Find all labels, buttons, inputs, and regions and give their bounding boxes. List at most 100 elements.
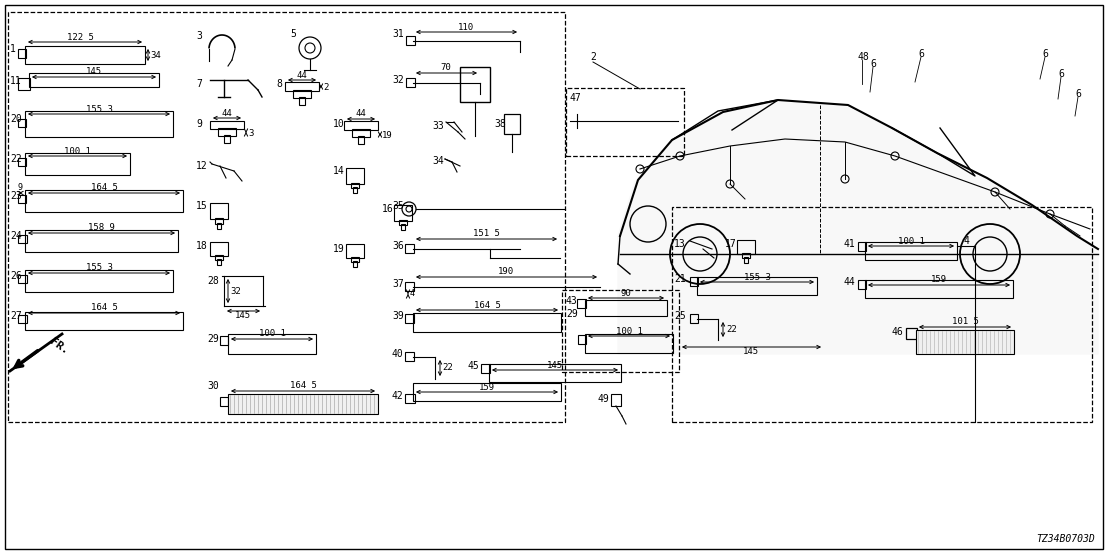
Text: 100 1: 100 1 <box>258 330 286 338</box>
Text: 159: 159 <box>931 275 947 285</box>
Text: 2: 2 <box>589 52 596 62</box>
Bar <box>211 203 228 219</box>
Bar <box>865 242 957 260</box>
Text: 151 5: 151 5 <box>473 229 500 239</box>
Text: 4: 4 <box>963 236 968 246</box>
Text: 100 1: 100 1 <box>63 146 91 156</box>
Bar <box>413 313 561 332</box>
Bar <box>460 67 490 102</box>
Bar <box>353 261 357 267</box>
Text: 48: 48 <box>858 52 870 62</box>
Bar <box>217 259 220 265</box>
Text: 9: 9 <box>196 119 202 129</box>
Text: 13: 13 <box>674 239 686 249</box>
Text: 26: 26 <box>10 271 22 281</box>
Bar <box>504 114 520 134</box>
Bar <box>906 328 917 339</box>
Bar <box>916 330 1014 354</box>
Bar <box>215 255 223 260</box>
Bar <box>401 224 406 230</box>
Bar <box>211 121 244 129</box>
Text: 19: 19 <box>334 244 345 254</box>
Bar <box>25 46 145 64</box>
Bar <box>394 205 412 221</box>
Text: 34: 34 <box>432 156 443 166</box>
Bar <box>293 90 311 98</box>
Bar <box>358 136 365 144</box>
Text: 101 5: 101 5 <box>952 317 978 326</box>
Bar <box>8 12 565 422</box>
Bar <box>299 97 305 105</box>
Bar <box>690 314 698 323</box>
Bar <box>18 49 25 58</box>
Bar <box>18 315 27 323</box>
Text: 39: 39 <box>392 311 403 321</box>
Text: 8: 8 <box>276 79 281 89</box>
Text: 110: 110 <box>458 23 474 32</box>
Text: 6: 6 <box>1042 49 1048 59</box>
Text: 70: 70 <box>441 64 451 73</box>
Text: 35: 35 <box>392 201 403 211</box>
Bar <box>343 121 378 130</box>
Bar <box>413 383 561 401</box>
Text: TZ34B0703D: TZ34B0703D <box>1036 534 1095 544</box>
Bar <box>562 290 679 372</box>
Text: 44: 44 <box>222 110 233 119</box>
Text: 34: 34 <box>150 50 161 59</box>
Bar <box>697 277 817 295</box>
Text: 159: 159 <box>479 382 495 392</box>
Text: 155 3: 155 3 <box>85 264 112 273</box>
Bar <box>25 190 183 212</box>
Bar <box>406 394 416 403</box>
Text: 11: 11 <box>10 76 22 86</box>
Text: 7: 7 <box>196 79 202 89</box>
Bar <box>285 82 319 91</box>
Text: 40: 40 <box>392 349 403 359</box>
Bar <box>25 230 178 252</box>
Text: 155 3: 155 3 <box>85 105 112 114</box>
Text: 44: 44 <box>297 70 307 80</box>
Bar <box>29 73 160 87</box>
Bar <box>25 153 130 175</box>
Text: 25: 25 <box>674 311 686 321</box>
Bar <box>858 242 866 251</box>
Text: 10: 10 <box>334 119 345 129</box>
Bar <box>690 277 698 286</box>
Bar <box>737 240 755 254</box>
Bar <box>217 223 220 229</box>
Text: 6: 6 <box>870 59 876 69</box>
Bar <box>351 183 359 188</box>
Text: 6: 6 <box>1058 69 1064 79</box>
Text: 158 9: 158 9 <box>88 223 114 233</box>
Bar <box>353 187 357 193</box>
Bar <box>406 78 416 87</box>
Text: 41: 41 <box>844 239 855 249</box>
Bar <box>346 244 365 258</box>
Text: 30: 30 <box>207 381 218 391</box>
Text: 145: 145 <box>86 68 102 76</box>
Text: 164 5: 164 5 <box>91 304 117 312</box>
Text: 20: 20 <box>10 114 22 124</box>
Bar <box>406 244 414 253</box>
Bar <box>25 270 173 292</box>
Text: 24: 24 <box>10 231 22 241</box>
Text: 17: 17 <box>725 239 737 249</box>
Bar <box>220 397 228 406</box>
Bar <box>858 280 866 289</box>
Text: 49: 49 <box>598 394 609 404</box>
Bar <box>743 257 748 263</box>
Bar <box>406 282 414 291</box>
Text: 100 1: 100 1 <box>897 237 924 245</box>
Text: 37: 37 <box>392 279 403 289</box>
Text: 90: 90 <box>620 289 632 297</box>
Bar <box>352 129 370 137</box>
Text: 38: 38 <box>494 119 505 129</box>
Text: 47: 47 <box>570 93 582 103</box>
Bar <box>18 119 25 127</box>
Bar <box>18 235 27 243</box>
Bar <box>346 168 365 184</box>
Text: 122 5: 122 5 <box>66 33 93 43</box>
Bar <box>25 111 173 137</box>
Text: 164 5: 164 5 <box>473 300 501 310</box>
Text: 190: 190 <box>497 268 514 276</box>
